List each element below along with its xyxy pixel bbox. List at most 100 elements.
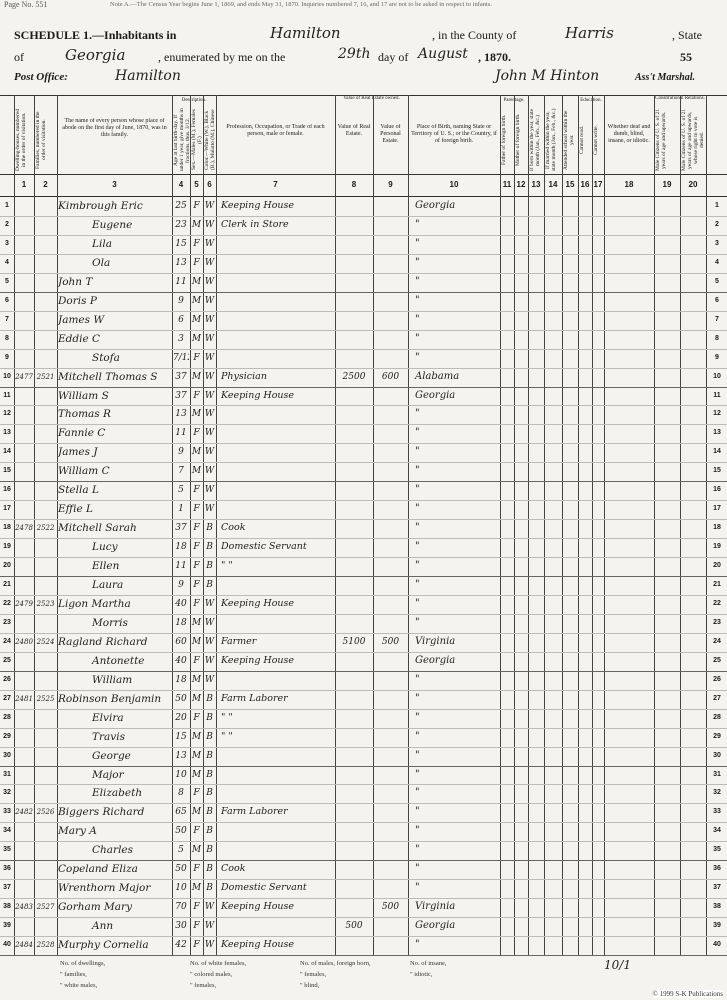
- entry: 3: [178, 333, 184, 344]
- entry: F: [193, 598, 200, 609]
- line-number: 20: [713, 562, 721, 570]
- line-number: 16: [713, 486, 721, 494]
- column-number: 6: [207, 180, 212, 189]
- entry: 2525: [36, 694, 55, 703]
- entry: 65: [175, 807, 187, 818]
- row-rule: [0, 576, 727, 577]
- row-rule: [0, 329, 727, 331]
- entry: Fannie C: [58, 427, 106, 440]
- entry: 18: [175, 617, 187, 628]
- entry: Georgia: [415, 200, 456, 211]
- marshal: John M Hinton: [495, 68, 600, 84]
- entry: Ragland Richard: [58, 635, 148, 648]
- entry: M: [191, 693, 202, 704]
- entry: W: [204, 409, 215, 420]
- line-number: 28: [3, 713, 11, 721]
- row-rule: [0, 443, 727, 445]
- entry: Mary A: [58, 825, 97, 838]
- column-header: If married within the year, state month …: [545, 108, 557, 172]
- entry: Antonette: [92, 654, 145, 667]
- line-number: 19: [3, 543, 11, 551]
- entry: F: [193, 523, 200, 534]
- entry: B: [206, 712, 213, 723]
- line-number: 35: [3, 846, 11, 854]
- line-number: 9: [5, 353, 9, 361]
- entry: 42: [175, 940, 187, 951]
- column-header: Attended school within the year.: [563, 110, 575, 170]
- footer-label: No. of dwellings,: [60, 960, 106, 967]
- row-rule: [0, 481, 727, 483]
- column-rule: [190, 95, 191, 955]
- day-of-label: day of: [378, 50, 409, 64]
- entry: W: [204, 333, 215, 344]
- line-number: 9: [715, 353, 719, 361]
- entry: 18: [175, 542, 187, 553]
- entry: Virginia: [415, 635, 456, 647]
- entry: ": [415, 882, 420, 894]
- entry: ": [415, 446, 420, 458]
- column-header: Cannot read.: [579, 125, 585, 155]
- column-rule: [500, 95, 501, 955]
- entry: B: [206, 750, 213, 761]
- entry: 37: [175, 523, 187, 534]
- row-rule: [0, 803, 727, 805]
- entry: Elizabeth: [92, 787, 143, 800]
- entry: 7: [178, 466, 184, 477]
- entry: James W: [58, 313, 105, 326]
- column-rule: [562, 95, 563, 955]
- line-number: 10: [3, 372, 11, 380]
- copyright: © 1999 S-K Publications: [652, 990, 723, 998]
- line-number: 37: [713, 884, 721, 892]
- line-number: 8: [5, 334, 9, 342]
- entry: 2523: [36, 599, 55, 608]
- line-number: 30: [713, 751, 721, 759]
- footer-label: " colored males,: [190, 971, 233, 978]
- column-rule: [203, 95, 204, 955]
- entry: Clerk in Store: [221, 218, 289, 230]
- entry: ": [415, 275, 420, 287]
- column-number: 17: [593, 180, 603, 189]
- entry: " ": [221, 711, 233, 723]
- entry: F: [193, 257, 200, 268]
- entry: F: [193, 485, 200, 496]
- line-number: 20: [3, 562, 11, 570]
- entry: ": [415, 465, 420, 477]
- column-rule: [373, 95, 374, 955]
- state-label: , State: [672, 28, 702, 42]
- entry: 50: [175, 693, 187, 704]
- entry: William S: [58, 389, 109, 402]
- line-number: 27: [713, 694, 721, 702]
- entry: W: [204, 390, 215, 401]
- column-number: 1: [21, 180, 27, 189]
- entry: 13: [175, 257, 187, 268]
- column-header: Whether deaf and dumb, blind, insane, or…: [607, 124, 651, 144]
- entry: ": [415, 825, 420, 837]
- line-number: 14: [3, 448, 11, 456]
- entry: Cook: [221, 522, 246, 534]
- column-header: Sex.—Males (M.), Females (F.): [191, 109, 202, 171]
- entry: W: [204, 921, 215, 932]
- line-number: 25: [713, 656, 721, 664]
- line-number: 29: [3, 732, 11, 740]
- entry: Keeping House: [221, 389, 295, 401]
- entry: W: [204, 655, 215, 666]
- entry: 25: [175, 201, 187, 211]
- entry: ": [415, 237, 420, 249]
- line-number: 33: [3, 808, 11, 816]
- entry: ": [415, 218, 420, 230]
- entry: Travis: [92, 730, 125, 743]
- line-number: 22: [3, 599, 11, 607]
- entry: 2480: [15, 637, 33, 646]
- row-rule: [0, 405, 727, 407]
- entry: ": [415, 939, 420, 951]
- entry: Keeping House: [221, 200, 295, 211]
- entry: 2526: [36, 808, 55, 817]
- row-rule: [0, 594, 727, 596]
- entry: 2528: [36, 941, 55, 950]
- line-number: 12: [713, 410, 721, 418]
- entry: M: [191, 674, 202, 685]
- column-number: 8: [351, 180, 357, 189]
- state: Georgia: [65, 46, 126, 64]
- entry: W: [204, 504, 215, 515]
- entry: W: [204, 428, 215, 439]
